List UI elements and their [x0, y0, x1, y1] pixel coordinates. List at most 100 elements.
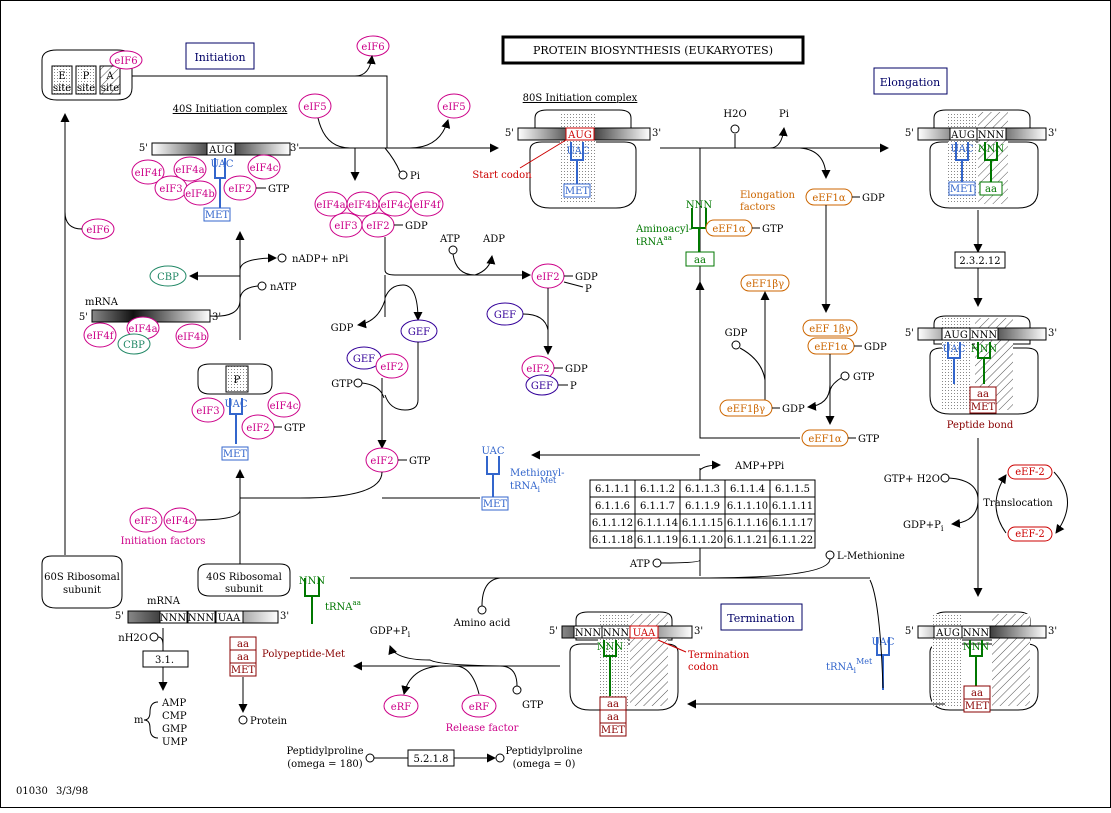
- svg-text:eIF4f: eIF4f: [87, 331, 115, 342]
- factor-eef1by-b: eEF1βγ: [719, 399, 773, 417]
- aminoacyl-trna: NNN aa: [685, 200, 715, 267]
- svg-text:GEF: GEF: [353, 354, 375, 365]
- elongation-header: Elongation: [880, 76, 941, 89]
- ump: UMP: [162, 737, 188, 748]
- svg-text:AUG: AUG: [935, 628, 960, 639]
- svg-text:NNN: NNN: [978, 130, 1005, 141]
- atp-gef: ATP: [439, 234, 460, 245]
- factor-eef1a-mid: eEF1α: [705, 219, 753, 237]
- svg-text:MET: MET: [971, 402, 996, 413]
- svg-text:eEF1α: eEF1α: [812, 193, 846, 204]
- svg-text:aa: aa: [985, 184, 997, 195]
- svg-text:NNN: NNN: [963, 642, 990, 653]
- svg-text:UAA: UAA: [633, 628, 656, 639]
- svg-text:MET: MET: [950, 184, 975, 195]
- svg-text:eIF4a: eIF4a: [128, 324, 157, 335]
- svg-text:5': 5': [115, 611, 124, 622]
- svg-text:GTP: GTP: [284, 423, 306, 434]
- ec-cell-label: 6.1.1.4: [730, 484, 765, 495]
- aminoacyl-trna-label-1: Aminoacyl-: [635, 224, 692, 235]
- polypeptide-met: aa aa MET: [229, 636, 257, 677]
- svg-text:MET: MET: [965, 701, 990, 712]
- svg-text:3': 3': [280, 611, 289, 622]
- svg-text:eEF-2: eEF-2: [1015, 467, 1044, 478]
- svg-text:CBP: CBP: [123, 340, 145, 351]
- svg-text:aa: aa: [694, 255, 706, 266]
- svg-text:GEF: GEF: [494, 310, 516, 321]
- mrna-bottom: NNN NNN UAA 5' 3': [115, 610, 289, 624]
- codon-aug-40s: AUG: [208, 145, 233, 156]
- elongation-ribosome-c: AUG NNN 5' 3' NNN aa MET: [905, 611, 1057, 713]
- released-factor-cluster: eIF4a eIF4b eIF4c eIF4f eIF3 eIF2 GDP: [314, 191, 444, 238]
- eif2-gef-complex-left: GEF eIF2: [346, 346, 409, 379]
- factor-erf-left: eRF: [383, 694, 419, 718]
- svg-text:eIF6: eIF6: [361, 42, 384, 53]
- svg-text:UAC: UAC: [872, 637, 895, 648]
- svg-text:MET: MET: [205, 210, 230, 221]
- gdp-pi-translocation: GDP+Pi: [903, 520, 944, 533]
- ec-cell-label: 6.1.1.11: [772, 501, 813, 512]
- factor-eef1by-a: eEF1βγ: [740, 274, 790, 292]
- a-site-label: A: [105, 71, 114, 82]
- ec-cell-label: 6.1.1.22: [772, 535, 813, 546]
- methionyl-trna-label-1: Methionyl-: [510, 468, 565, 479]
- codon-aug-80s: AUG: [567, 130, 592, 141]
- gdp-released: GDP: [725, 328, 748, 339]
- mrna-label-top: mRNA: [85, 297, 119, 308]
- ec-cell: [769, 530, 816, 549]
- factor-eif6-top: eIF6: [109, 50, 143, 70]
- factor-eef1a-top: eEF1α: [805, 188, 853, 206]
- factor-gef-left: GEF: [400, 319, 438, 343]
- svg-text:eRF: eRF: [469, 702, 489, 713]
- ribosomal-subunit-60s: 60S Ribosomal subunit: [41, 555, 123, 609]
- svg-text:NNN: NNN: [963, 628, 990, 639]
- factor-gef-right: GEF: [486, 302, 524, 326]
- svg-text:AUG: AUG: [943, 330, 968, 341]
- svg-text:NNN: NNN: [188, 613, 215, 624]
- svg-text:UAC: UAC: [943, 344, 966, 355]
- gtp-exchange: GTP: [853, 372, 875, 383]
- svg-text:AUG: AUG: [950, 130, 975, 141]
- termination-header: Termination: [727, 612, 795, 625]
- e-site-word: site: [53, 83, 71, 94]
- svg-text:CBP: CBP: [157, 272, 179, 283]
- atp-charging: ATP: [629, 559, 650, 570]
- svg-text:eIF2: eIF2: [526, 364, 549, 375]
- peptidylproline-a: Peptidylproline: [286, 746, 363, 757]
- svg-text:NNN: NNN: [971, 344, 998, 355]
- ec-cell-label: 6.1.1.19: [637, 535, 678, 546]
- gmp: GMP: [162, 724, 187, 735]
- m-prefix: m: [134, 715, 144, 726]
- svg-text:NNN: NNN: [971, 330, 998, 341]
- svg-text:GDP: GDP: [565, 364, 588, 375]
- ec-cell-label: 6.1.1.7: [640, 501, 675, 512]
- termination-ribosome: NNN NNN UAA 5' 3' NNN aa aa MET: [549, 611, 703, 737]
- svg-text:eIF2: eIF2: [246, 423, 269, 434]
- trna-aa-label: tRNAaa: [325, 599, 361, 613]
- ec-3-1-label: 3.1.: [155, 655, 174, 666]
- methionyl-trna-label-2: tRNAiMet: [510, 476, 557, 494]
- peptidylproline-b: Peptidylproline: [505, 746, 582, 757]
- factor-eif6-released: eIF6: [356, 35, 390, 57]
- svg-text:5': 5': [79, 312, 88, 323]
- svg-text:NNN: NNN: [299, 576, 326, 587]
- termination-codon-label-2: codon: [688, 662, 719, 673]
- preinitiation-complex: P UAC MET eIF3 eIF4c eIF2 GTP: [191, 363, 306, 461]
- gtp-eef1a-mid: GTP: [762, 224, 784, 235]
- svg-text:UAC: UAC: [482, 446, 505, 457]
- elongation-ribosome-b: AUG NNN 5' 3' UAC NNN aa MET: [905, 315, 1057, 415]
- gdp-eef1a: GDP: [862, 193, 885, 204]
- svg-text:5': 5': [905, 328, 914, 339]
- svg-text:eIF5: eIF5: [303, 102, 326, 113]
- ec-cell-label: 6.1.1.3: [685, 484, 720, 495]
- initiation-factors-label: Initiation factors: [121, 536, 206, 547]
- svg-text:eIF4c: eIF4c: [250, 163, 279, 174]
- l-methionine-label: L-Methionine: [837, 551, 905, 562]
- trna-met-label: tRNAiMet: [826, 657, 873, 675]
- free-trna-aa: [304, 578, 320, 624]
- svg-text:eIF4c: eIF4c: [270, 401, 299, 412]
- svg-text:eIF3: eIF3: [159, 184, 182, 195]
- translocation-label: Translocation: [983, 498, 1053, 509]
- svg-text:GEF: GEF: [408, 327, 430, 338]
